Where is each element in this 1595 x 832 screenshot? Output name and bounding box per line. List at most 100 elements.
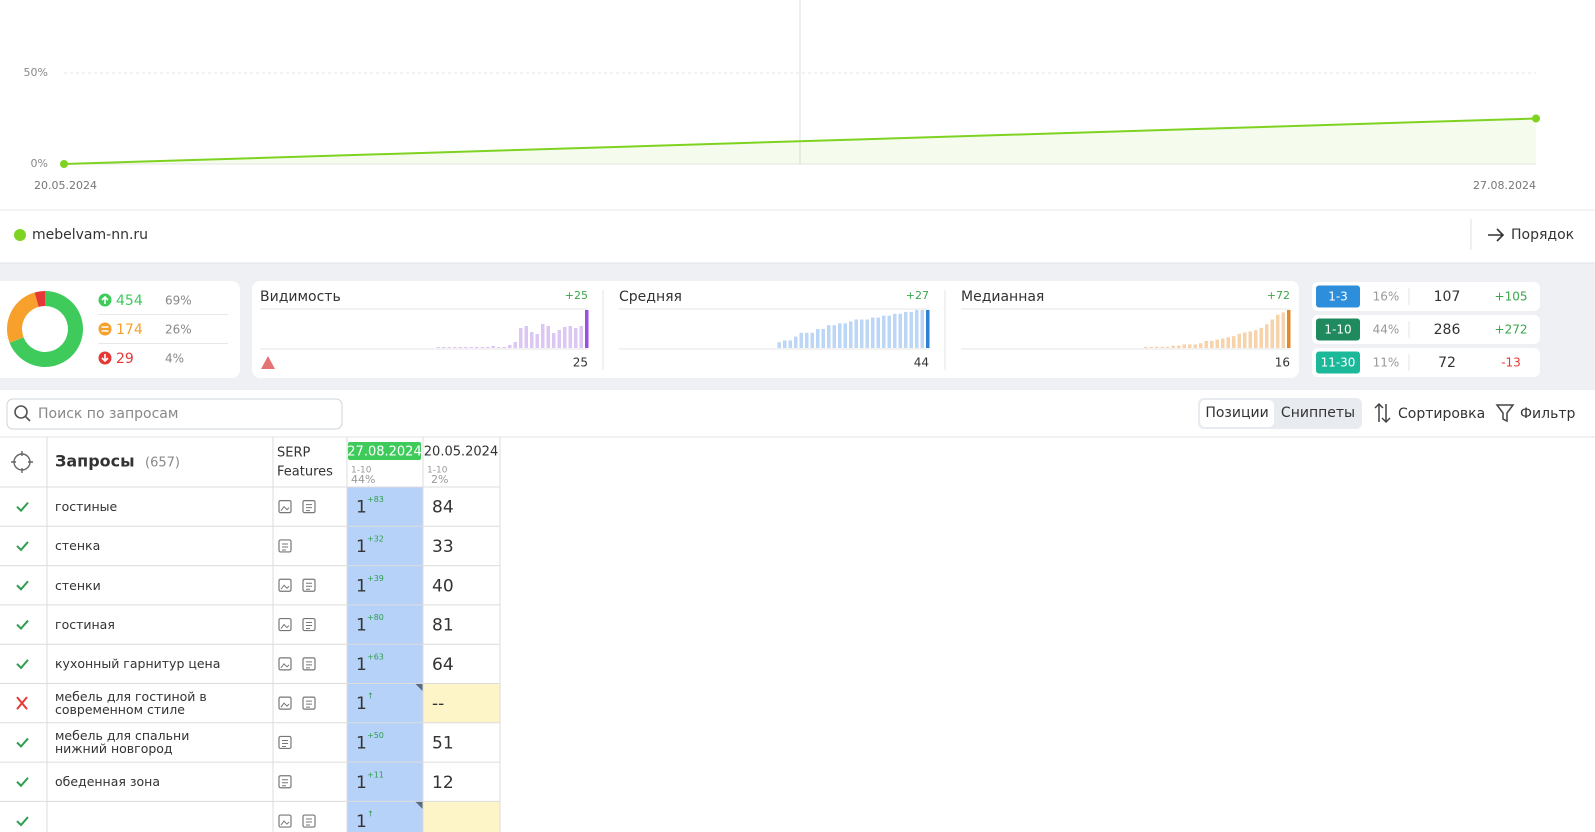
spark-bar (909, 311, 913, 348)
serp-icon (302, 500, 316, 514)
y-tick-label: 50% (24, 66, 48, 79)
spark-bar (469, 347, 473, 348)
position-change: +83 (367, 495, 384, 504)
spark-bar (524, 326, 528, 348)
status-glyph (101, 295, 109, 304)
spark-bar (788, 340, 792, 348)
date-range: 1-10 (427, 466, 448, 476)
legend-label[interactable]: mebelvam-nn.ru (32, 227, 148, 243)
metric-value: 44 (914, 356, 929, 370)
previous-position: 51 (432, 733, 454, 753)
query-cell: мебель для спальни нижний новгород (55, 729, 189, 755)
status-icon (16, 659, 29, 670)
spark-bar (920, 310, 924, 348)
search-icon (24, 415, 31, 422)
distribution-card (1312, 282, 1540, 311)
x-tick-label: 20.05.2024 (34, 179, 97, 192)
spark-bar (799, 332, 803, 348)
corner-mark (415, 801, 423, 810)
donut-segment (7, 292, 39, 343)
position: 1 (356, 498, 367, 518)
search-box[interactable] (6, 398, 343, 430)
spark-bar (1160, 346, 1164, 348)
spark-bar (552, 333, 556, 348)
date-percent: 44% (351, 473, 375, 486)
distribution-card (1312, 348, 1540, 377)
spark-bar (546, 326, 550, 348)
target-icon (11, 451, 33, 473)
spark-bar (821, 329, 825, 348)
table-title: Запросы (55, 452, 135, 471)
range-count: 286 (1434, 322, 1461, 338)
previous-position: 40 (432, 576, 454, 596)
query-count: (657) (145, 456, 180, 471)
order-button[interactable]: Порядок (1511, 227, 1574, 243)
spark-bar (1276, 314, 1280, 348)
spark-bar (1287, 310, 1291, 348)
summary-percent: 26% (165, 323, 192, 337)
date-badge (348, 442, 421, 460)
spark-bar (893, 313, 897, 348)
spark-bar (563, 327, 567, 348)
range-percent: 16% (1373, 290, 1400, 304)
position: 1 (356, 537, 367, 557)
corner-mark (415, 683, 423, 692)
query: кухонный гарнитур цена (55, 656, 221, 672)
position-change: +11 (367, 770, 384, 779)
search-icon (14, 405, 28, 419)
range-label: 1-3 (1328, 290, 1348, 304)
position-change: +80 (367, 613, 384, 622)
spark-bar (887, 315, 891, 348)
position: 1 (356, 812, 367, 832)
previous-position: 84 (432, 498, 454, 518)
spark-bar (486, 347, 490, 348)
serp-icon (278, 617, 292, 632)
serp-icon (302, 657, 316, 671)
tab[interactable]: Позиции (1205, 405, 1268, 421)
spark-bar (777, 342, 781, 348)
spark-bar (1199, 343, 1203, 348)
spark-bar (1243, 332, 1247, 348)
serp-icon (278, 814, 292, 828)
filter-button[interactable]: Фильтр (1520, 406, 1576, 422)
query-cell: мебель для гостиной в современном стиле (55, 690, 207, 716)
spark-bar (497, 347, 501, 348)
chart-card (0, 0, 1595, 264)
spark-bar (1182, 344, 1186, 348)
spark-bar (904, 311, 908, 348)
summary-count: 174 (116, 322, 143, 338)
metric-delta: +72 (1267, 289, 1290, 302)
serp-icon (280, 505, 290, 511)
metric-delta: +25 (565, 289, 588, 302)
serp-icon (282, 779, 288, 787)
spark-bar (1226, 337, 1230, 348)
spark-bar (1188, 344, 1192, 348)
serp-icon (280, 663, 290, 669)
status-icon (16, 696, 28, 710)
previous-position: 12 (432, 773, 454, 793)
range-label: 11-30 (1321, 356, 1356, 370)
date-percent: 2% (431, 473, 448, 486)
spark-bar (530, 332, 534, 348)
serp-icon (282, 543, 288, 551)
spark-bar (854, 319, 858, 348)
serp-icon (306, 622, 312, 630)
query-cell: стенки (55, 579, 101, 592)
spark-bar (794, 336, 798, 348)
position: 1 (356, 576, 367, 596)
spark-bar (1259, 327, 1263, 348)
spark-bar (1204, 340, 1208, 348)
spark-bar (1144, 346, 1148, 348)
serp-icon (278, 775, 292, 789)
spark-bar (1254, 330, 1258, 348)
metric-name: Видимость (260, 289, 341, 305)
tab[interactable]: Сниппеты (1281, 405, 1355, 421)
spark-bar (447, 347, 451, 348)
spark-bar (805, 332, 809, 348)
date-header: 27.08.2024 (347, 445, 421, 460)
sort-button[interactable]: Сортировка (1398, 406, 1485, 422)
serp-icon (302, 696, 316, 710)
query-cell: кухонный гарнитур цена (55, 656, 221, 672)
spark-bar (519, 328, 523, 348)
summary-percent: 4% (165, 352, 184, 366)
